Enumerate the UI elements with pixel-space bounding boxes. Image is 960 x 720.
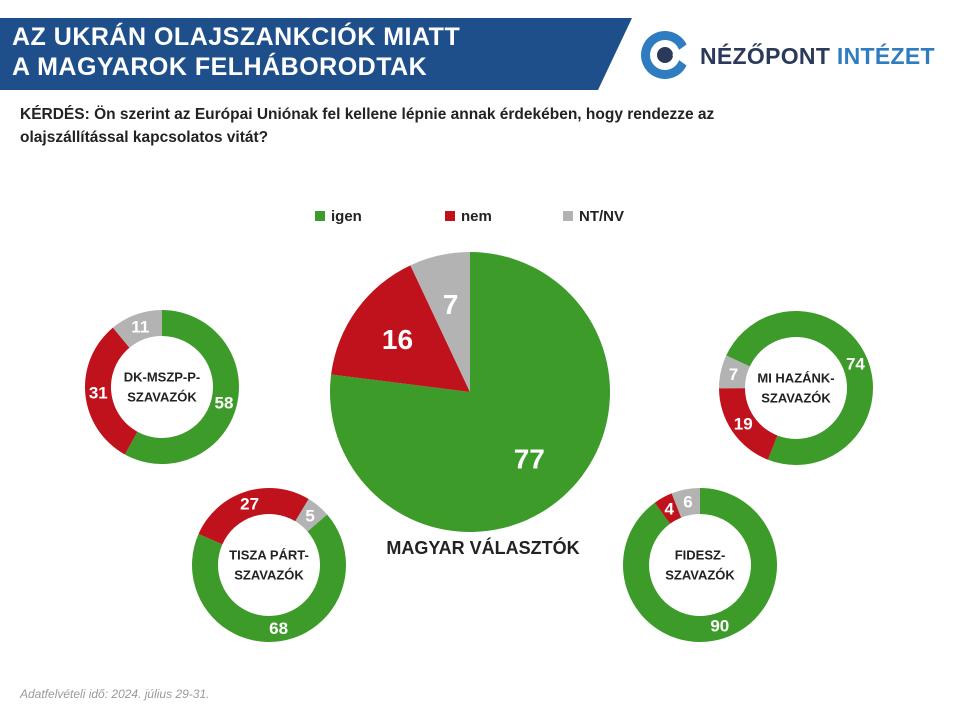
data-label-igen: 77 (514, 444, 545, 475)
donut-2-data-label-nem: 19 (734, 415, 753, 434)
pie-slice-nem (331, 265, 470, 392)
data-label-nem: 16 (382, 324, 413, 355)
donut-3-data-label-nt-nv: 5 (305, 507, 314, 526)
donut-1-data-label-igen: 58 (215, 393, 234, 412)
donut-1-slice-nt-nv (112, 310, 162, 348)
legend-swatch-igen (315, 211, 325, 221)
donut-1-slice-nem (84, 327, 138, 455)
banner-background (0, 18, 632, 90)
donut-4-data-label-igen: 90 (710, 616, 729, 635)
donut-2-center-label: SZAVAZÓK (761, 391, 831, 406)
donut-4-data-label-nem: 4 (664, 499, 674, 518)
donut-2-center-label: MI HAZÁNK- (757, 371, 834, 386)
donut-1-slice-igen (124, 310, 239, 464)
donut-2-slice-nt-nv (718, 355, 750, 389)
donut-3-data-label-nem: 27 (240, 495, 259, 514)
donut-1-center-label: DK-MSZP-P- (124, 370, 201, 385)
donut-4-center-label: SZAVAZÓK (665, 568, 735, 583)
legend-label-nt-nv: NT/NV (579, 208, 624, 225)
header-banner (0, 18, 690, 90)
footnote: Adatfelvételi idő: 2024. július 29-31. (20, 687, 210, 701)
page-title-line-2: A MAGYAROK FELHÁBORODTAK (12, 53, 428, 81)
donut-1-data-label-nem: 31 (89, 384, 108, 403)
donut-4-slice-igen (623, 488, 778, 642)
donut-2-data-label-igen: 74 (846, 355, 865, 374)
donut-4-slice-nt-nv (671, 488, 700, 518)
donut-1-center-label: SZAVAZÓK (127, 390, 197, 405)
donut-3-slice-igen (192, 514, 347, 643)
pie-title: MAGYAR VÁLASZTÓK (386, 537, 579, 558)
donut-3-data-label-igen: 68 (269, 619, 288, 638)
donut-4-center-label: FIDESZ- (675, 548, 726, 563)
legend-label-igen: igen (331, 208, 362, 225)
logo-word-1: NÉZŐPONT (700, 43, 831, 69)
donut-2-slice-igen (726, 310, 873, 465)
donut-4-data-label-nt-nv: 6 (683, 493, 692, 512)
logo-mark-icon (641, 31, 690, 79)
donut-3-center-label: TISZA PÁRT- (229, 548, 309, 563)
donut-2-slice-nem (719, 388, 778, 460)
legend-label-nem: nem (461, 208, 492, 225)
legend-swatch-nem (445, 211, 455, 221)
page-title-line-1: AZ UKRÁN OLAJSZANKCIÓK MIATT (12, 23, 461, 51)
donut-4-slice-nem (654, 493, 682, 524)
donut-1-data-label-nt-nv: 11 (131, 317, 149, 336)
logo-word-2: INTÉZET (836, 43, 935, 69)
pie-slice-nt-nv (410, 252, 470, 392)
data-label-nt-nv: 7 (443, 289, 459, 320)
donut-3-slice-nt-nv (295, 499, 328, 532)
pie-slice-igen (329, 252, 610, 532)
donut-2-data-label-nt-nv: 7 (729, 365, 738, 384)
logo: NÉZŐPONT INTÉZET (700, 43, 935, 70)
donut-3-slice-nem (198, 488, 309, 545)
legend-swatch-nt-nv (563, 211, 573, 221)
donut-3-center-label: SZAVAZÓK (234, 568, 304, 583)
survey-question: KÉRDÉS: Ön szerint az Európai Uniónak fe… (20, 106, 715, 146)
